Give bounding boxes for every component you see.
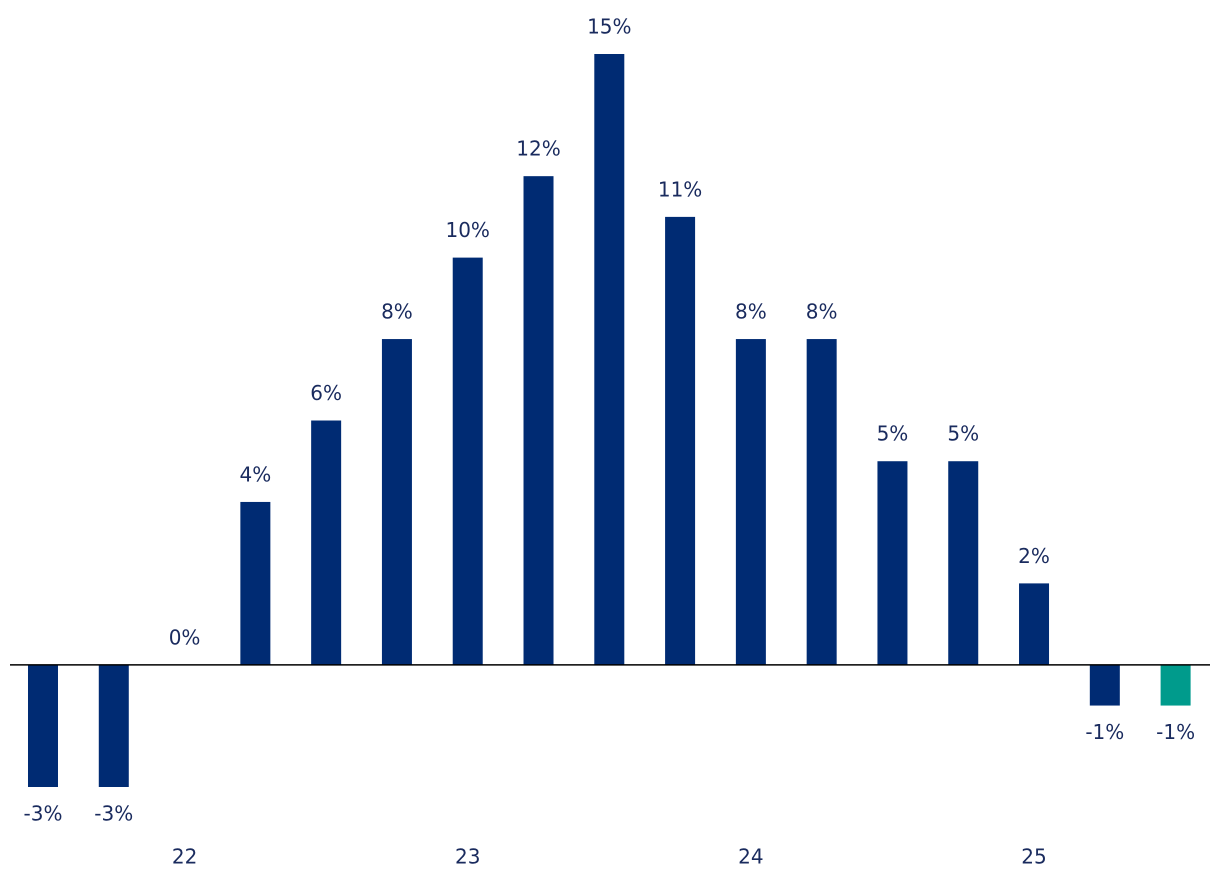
data-label: 8% xyxy=(381,300,413,324)
data-label: 5% xyxy=(877,422,909,446)
data-label: 8% xyxy=(735,300,767,324)
data-label: 2% xyxy=(1018,544,1050,568)
data-label: -3% xyxy=(24,802,63,826)
bar xyxy=(594,54,625,665)
bar xyxy=(98,664,129,787)
data-label: 0% xyxy=(169,625,201,649)
bar xyxy=(877,461,908,665)
bar xyxy=(381,339,412,665)
bar xyxy=(1019,583,1050,665)
bar xyxy=(735,339,766,665)
x-tick-label: 22 xyxy=(172,845,197,869)
bar xyxy=(27,664,58,787)
bar xyxy=(240,501,271,665)
data-label: 10% xyxy=(445,218,489,242)
bar xyxy=(1089,664,1120,706)
data-label: 15% xyxy=(587,15,631,39)
bar xyxy=(665,216,696,665)
data-label: 5% xyxy=(947,422,979,446)
x-tick-label: 23 xyxy=(455,845,480,869)
data-label: -3% xyxy=(94,802,133,826)
bar xyxy=(806,339,837,665)
x-tick-label: 25 xyxy=(1021,845,1046,869)
data-label: 8% xyxy=(806,300,838,324)
data-label: 12% xyxy=(516,137,560,161)
bar xyxy=(452,257,483,665)
data-label: -1% xyxy=(1085,720,1124,744)
x-tick-label: 24 xyxy=(738,845,763,869)
data-label: 6% xyxy=(310,381,342,405)
data-label: -1% xyxy=(1156,720,1195,744)
bar xyxy=(948,461,979,665)
bar xyxy=(523,176,554,665)
bar xyxy=(1160,664,1191,706)
data-label: 4% xyxy=(239,462,271,486)
data-label: 11% xyxy=(658,177,702,201)
bar xyxy=(311,420,342,665)
